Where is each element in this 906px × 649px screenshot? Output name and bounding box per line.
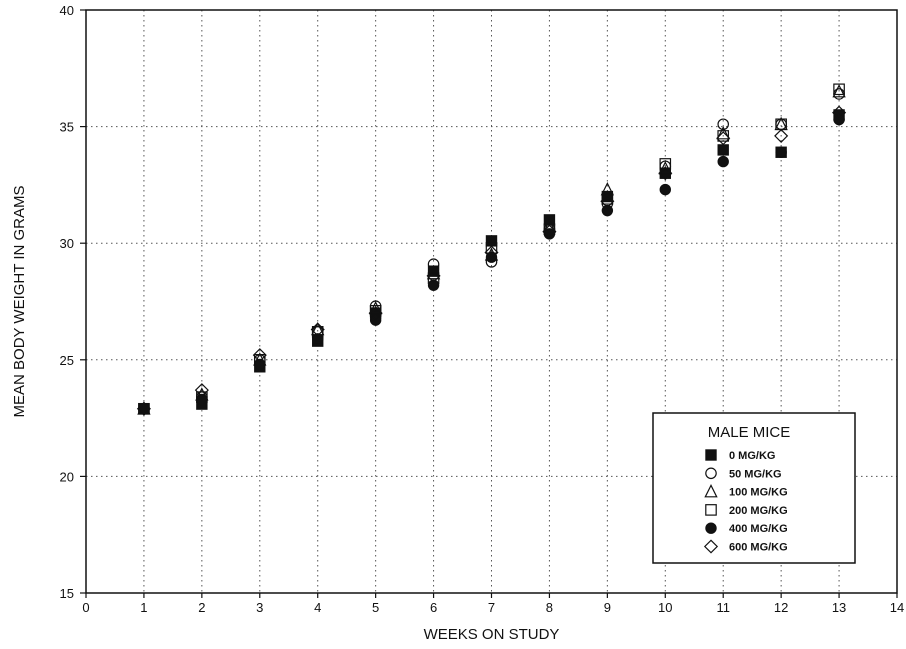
legend: MALE MICE 0 MG/KG 50 MG/KG 100 MG/KG 200 MG…	[652, 412, 856, 564]
data-point	[775, 146, 787, 158]
data-point	[717, 118, 730, 131]
legend-label: 200 MG/KG	[729, 505, 788, 517]
data-point	[368, 300, 383, 315]
x-axis-label: WEEKS ON STUDY	[424, 626, 560, 643]
x-tick-label: 14	[890, 600, 904, 615]
y-tick-label: 40	[60, 3, 74, 18]
legend-marker	[703, 539, 719, 554]
legend-item: 50 MG/KG	[705, 467, 782, 480]
data-point	[194, 383, 209, 398]
data-point	[774, 128, 789, 143]
data-point	[426, 268, 441, 283]
legend-marker	[705, 449, 717, 461]
legend-marker	[704, 484, 718, 498]
data-point	[716, 131, 731, 146]
legend-item: 200 MG/KG	[705, 504, 788, 517]
data-point	[484, 245, 499, 260]
legend-item: 100 MG/KG	[704, 484, 788, 499]
x-tick-label: 8	[546, 600, 553, 615]
data-point	[717, 130, 730, 142]
legend-item: 0 MG/KG	[705, 449, 775, 462]
data-point	[252, 348, 267, 363]
legend-box	[652, 412, 856, 564]
data-point	[658, 166, 673, 181]
y-tick-label: 15	[60, 586, 74, 601]
x-tick-label: 6	[430, 600, 437, 615]
x-tick-label: 4	[314, 600, 321, 615]
data-point	[368, 306, 383, 321]
data-point	[138, 403, 150, 415]
series-100-mg-kg	[137, 84, 846, 415]
legend-label: 600 MG/KG	[729, 542, 788, 554]
legend-marker	[705, 522, 717, 534]
data-point	[832, 105, 847, 120]
data-point	[717, 155, 729, 168]
legend-item: 400 MG/KG	[705, 522, 788, 535]
legend-label: 400 MG/KG	[729, 523, 788, 535]
legend-label: 50 MG/KG	[729, 468, 782, 480]
series-600-mg-kg	[136, 105, 847, 416]
data-point	[832, 84, 846, 98]
y-axis-label: MEAN BODY WEIGHT IN GRAMS	[11, 186, 28, 418]
data-point	[543, 228, 556, 240]
series-400-mg-kg	[138, 113, 845, 415]
data-markers	[136, 83, 847, 416]
x-tick-label: 3	[256, 600, 263, 615]
data-point	[196, 393, 208, 406]
legend-item: 600 MG/KG	[703, 539, 788, 554]
x-tick-label: 0	[82, 600, 89, 615]
data-point	[427, 279, 440, 291]
data-point	[312, 333, 324, 345]
y-tick-label: 20	[60, 469, 74, 484]
legend-title: MALE MICE	[708, 424, 791, 441]
data-point	[659, 183, 671, 196]
data-point	[659, 158, 672, 170]
x-tick-label: 7	[488, 600, 495, 615]
x-tick-label: 9	[604, 600, 611, 615]
data-point	[833, 83, 845, 96]
data-point	[542, 224, 557, 239]
data-point	[485, 235, 498, 247]
data-point	[254, 358, 266, 371]
data-point	[601, 193, 614, 205]
legend-label: 100 MG/KG	[729, 487, 788, 499]
data-point	[485, 251, 498, 263]
legend-marker	[705, 504, 717, 516]
x-tick-label: 1	[140, 600, 147, 615]
legend-label: 0 MG/KG	[729, 450, 775, 462]
x-tick-label: 11	[716, 600, 730, 615]
x-tick-label: 10	[658, 600, 672, 615]
y-tick-label: 35	[60, 120, 74, 135]
legend-items: 0 MG/KG 50 MG/KG 100 MG/KG 200 MG/KG 400 MG/…	[703, 449, 788, 554]
data-point	[601, 204, 614, 217]
y-tick-label: 30	[60, 236, 74, 251]
y-tick-label: 25	[60, 353, 74, 368]
legend-marker	[705, 467, 717, 480]
x-tick-label: 5	[372, 600, 379, 615]
data-point	[716, 126, 730, 140]
data-point	[136, 401, 151, 416]
data-point	[717, 144, 729, 156]
data-point	[658, 161, 672, 175]
x-tick-label: 2	[198, 600, 205, 615]
data-point	[310, 322, 325, 337]
x-tick-label: 12	[774, 600, 788, 615]
data-point	[600, 194, 615, 209]
x-tick-label: 13	[832, 600, 846, 615]
